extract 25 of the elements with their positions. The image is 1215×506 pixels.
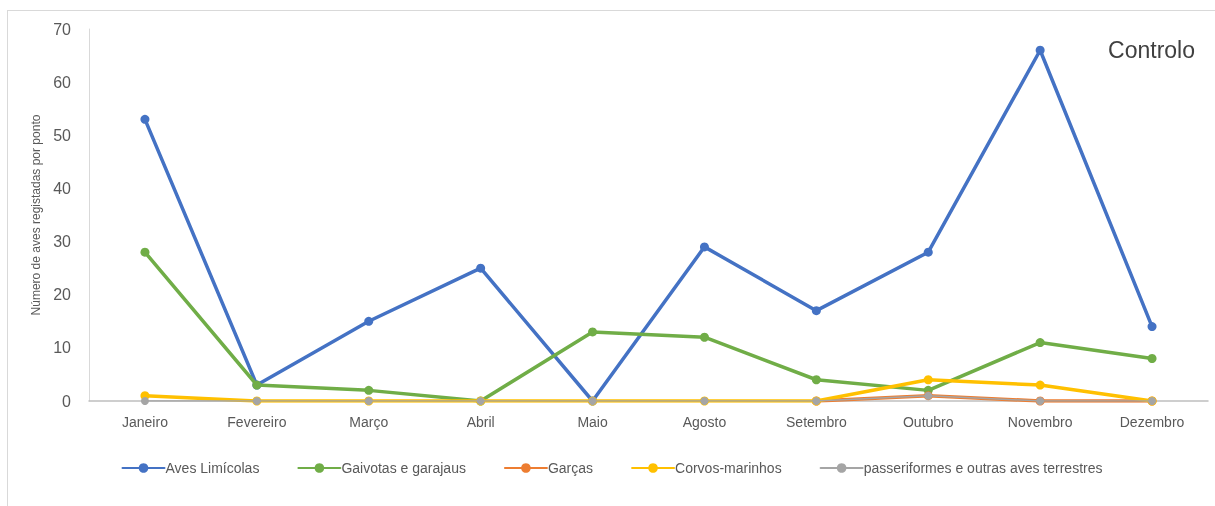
x-tick-label: Setembro: [786, 414, 847, 430]
x-tick-label: Dezembro: [1119, 414, 1185, 430]
x-tick-label: Janeiro: [121, 414, 169, 430]
x-tick-label: Março: [349, 414, 389, 430]
chart-title: Controlo: [1108, 36, 1195, 63]
y-tick-label: 10: [53, 339, 72, 357]
y-tick-label: 60: [53, 73, 72, 91]
y-tick-label: 20: [53, 286, 72, 304]
y-tick-label: 40: [53, 179, 72, 197]
x-tick-label: Novembro: [1007, 414, 1073, 430]
legend-label: Gaivotas e garajaus: [341, 460, 466, 476]
y-tick-label: 30: [53, 233, 72, 251]
y-tick-label: 70: [53, 20, 72, 38]
y-tick-label: 0: [62, 392, 72, 410]
y-axis-title: Número de aves registadas por ponto: [29, 114, 43, 316]
x-tick-label: Abril: [466, 414, 495, 430]
x-tick-label: Outubro: [902, 414, 954, 430]
legend-label: passeriformes e outras aves terrestres: [863, 460, 1103, 476]
legend-label: Garças: [547, 460, 594, 476]
legend-label: Aves Limícolas: [165, 460, 260, 476]
x-tick-label: Fevereiro: [227, 414, 287, 430]
x-tick-label: Maio: [577, 414, 608, 430]
legend-label: Corvos-marinhos: [675, 460, 782, 476]
x-tick-label: Agosto: [682, 414, 727, 430]
y-tick-label: 50: [53, 126, 72, 144]
